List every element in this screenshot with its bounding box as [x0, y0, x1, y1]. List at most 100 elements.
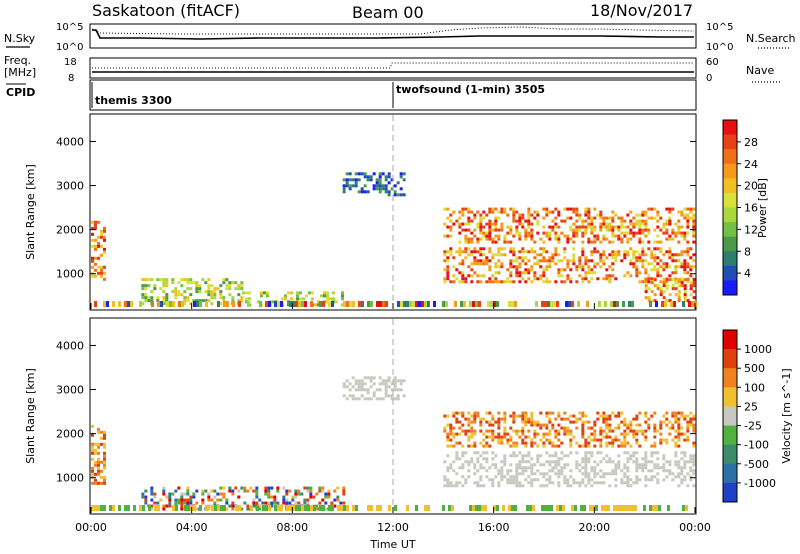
- ytick-label: 4000: [56, 339, 84, 352]
- data-region: [342, 172, 406, 197]
- freq-axis-right-top: 60: [706, 57, 719, 68]
- ground-band: [91, 505, 688, 511]
- colorbar-cell: [723, 349, 737, 369]
- station-title: Saskatoon (fitACF): [92, 1, 240, 20]
- data-region: [141, 278, 244, 306]
- colorbar-tick-label: 1000: [744, 343, 772, 356]
- colorbar-cell: [723, 222, 737, 238]
- colorbar-cell: [723, 207, 737, 223]
- power-panel: 1000 2000 3000 4000 Slant Range [km]: [24, 113, 697, 311]
- ytick-label: 3000: [56, 384, 84, 397]
- ytick-label: 3000: [56, 180, 84, 193]
- colorbar-tick-label: 4: [744, 267, 751, 280]
- ytick-label: 1000: [56, 472, 84, 485]
- colorbar-cell: [723, 482, 737, 503]
- noise-strip: N.Sky 10^5 10^0 10^5 10^0 N.Search: [4, 22, 796, 53]
- colorbar-tick-label: -25: [744, 420, 762, 433]
- freq-label-line1: Freq.: [4, 54, 31, 67]
- nave-label: Nave: [746, 64, 774, 77]
- colorbar-tick-label: 28: [744, 136, 758, 149]
- power-colorbar: 4 8 12 16 20 24 28 Power [dB]: [722, 119, 769, 296]
- ytick-label: 2000: [56, 428, 84, 441]
- velocity-yaxis: 1000 2000 3000 4000: [56, 339, 696, 485]
- cpid-strip: CPID themis 3300 twofsound (1-min) 3505: [6, 79, 697, 111]
- xtick-label: 00:00: [75, 521, 107, 534]
- nsearch-label: N.Search: [746, 32, 796, 45]
- colorbar-cell: [723, 425, 737, 446]
- ytick-label: 4000: [56, 135, 84, 148]
- colorbar-cell: [723, 463, 737, 484]
- colorbar-tick-label: 20: [744, 180, 758, 193]
- colorbar-cell: [723, 280, 737, 296]
- xtick-label: 16:00: [478, 521, 510, 534]
- noise-axis-top-right: 10^5: [706, 22, 733, 33]
- data-region: [644, 278, 696, 303]
- xtick-label: 20:00: [578, 521, 610, 534]
- noise-axis-top: 10^5: [56, 22, 83, 33]
- date-label: 18/Nov/2017: [590, 1, 693, 20]
- velocity-colorbar-label: Velocity [m s^-1]: [780, 368, 793, 463]
- data-region: [342, 376, 406, 401]
- colorbar-cell: [723, 330, 737, 350]
- nave-trace: [92, 62, 694, 69]
- data-region: [443, 411, 696, 448]
- velocity-data-layer: [91, 376, 696, 511]
- beam-label: Beam 00: [352, 3, 424, 22]
- noise-axis-bottom-right: 10^0: [706, 42, 733, 53]
- ground-band: [94, 301, 697, 307]
- colorbar-tick-label: -100: [744, 439, 769, 452]
- power-yaxis: 1000 2000 3000 4000: [56, 135, 696, 281]
- nsky-trace: [92, 29, 694, 40]
- velocity-xaxis: 00:00 04:00 08:00 12:00 16:00 20:00 00:00: [75, 507, 711, 534]
- nsky-label: N.Sky: [4, 32, 36, 45]
- colorbar-cell: [723, 120, 737, 136]
- freq-axis-right-bottom: 0: [706, 73, 712, 84]
- colorbar-tick-label: 12: [744, 223, 758, 236]
- cpid-label: CPID: [6, 86, 35, 99]
- colorbar-tick-label: 16: [744, 202, 758, 215]
- colorbar-cell: [723, 368, 737, 388]
- colorbar-tick-label: 25: [744, 400, 758, 413]
- data-region: [443, 247, 696, 284]
- velocity-panel: 1000 2000 3000 4000 00:00 04:00 08:00 12:00 16:…: [24, 317, 711, 551]
- power-data-layer: [91, 172, 697, 307]
- cpid-twofsound-label: twofsound (1-min) 3505: [396, 83, 545, 96]
- colorbar-cell: [723, 149, 737, 165]
- freq-axis-left-bottom: 8: [68, 73, 74, 84]
- power-colorbar-label: Power [dB]: [756, 178, 769, 238]
- data-region: [443, 207, 696, 244]
- time-axis-label: Time UT: [369, 538, 415, 551]
- velocity-colorbar: 1000 500 100 25 -25 -100 -500 -1000 Velocity [m…: [722, 329, 793, 503]
- xtick-label: 12:00: [377, 521, 409, 534]
- power-yaxis-label: Slant Range [km]: [24, 164, 37, 260]
- ytick-label: 1000: [56, 268, 84, 281]
- colorbar-cell: [723, 178, 737, 194]
- xtick-label: 08:00: [276, 521, 308, 534]
- frequency-strip: Freq. [MHz] 18 8 60 0 Nave: [4, 54, 780, 84]
- colorbar-tick-label: -1000: [744, 477, 776, 490]
- xtick-label: 00:00: [679, 521, 711, 534]
- freq-label-line2: [MHz]: [4, 66, 36, 79]
- colorbar-cell: [723, 192, 737, 208]
- colorbar-cell: [723, 265, 737, 281]
- colorbar-tick-label: 24: [744, 158, 758, 171]
- colorbar-cell: [723, 444, 737, 465]
- colorbar-cell: [723, 236, 737, 252]
- colorbar-tick-label: 500: [744, 362, 765, 375]
- colorbar-tick-label: 8: [744, 245, 751, 258]
- ytick-label: 2000: [56, 224, 84, 237]
- colorbar-cell: [723, 251, 737, 267]
- colorbar-cell: [723, 387, 737, 407]
- data-region: [443, 451, 696, 488]
- nsearch-trace: [91, 26, 695, 35]
- cpid-themis-label: themis 3300: [95, 94, 172, 107]
- colorbar-tick-label: -500: [744, 458, 769, 471]
- power-xaxis-ticks: [90, 303, 696, 309]
- velocity-yaxis-label: Slant Range [km]: [24, 368, 37, 464]
- colorbar-tick-label: 100: [744, 381, 765, 394]
- xtick-label: 04:00: [176, 521, 208, 534]
- freq-axis-left-top: 18: [64, 57, 77, 68]
- colorbar-cell: [723, 134, 737, 150]
- colorbar-cell: [723, 406, 737, 427]
